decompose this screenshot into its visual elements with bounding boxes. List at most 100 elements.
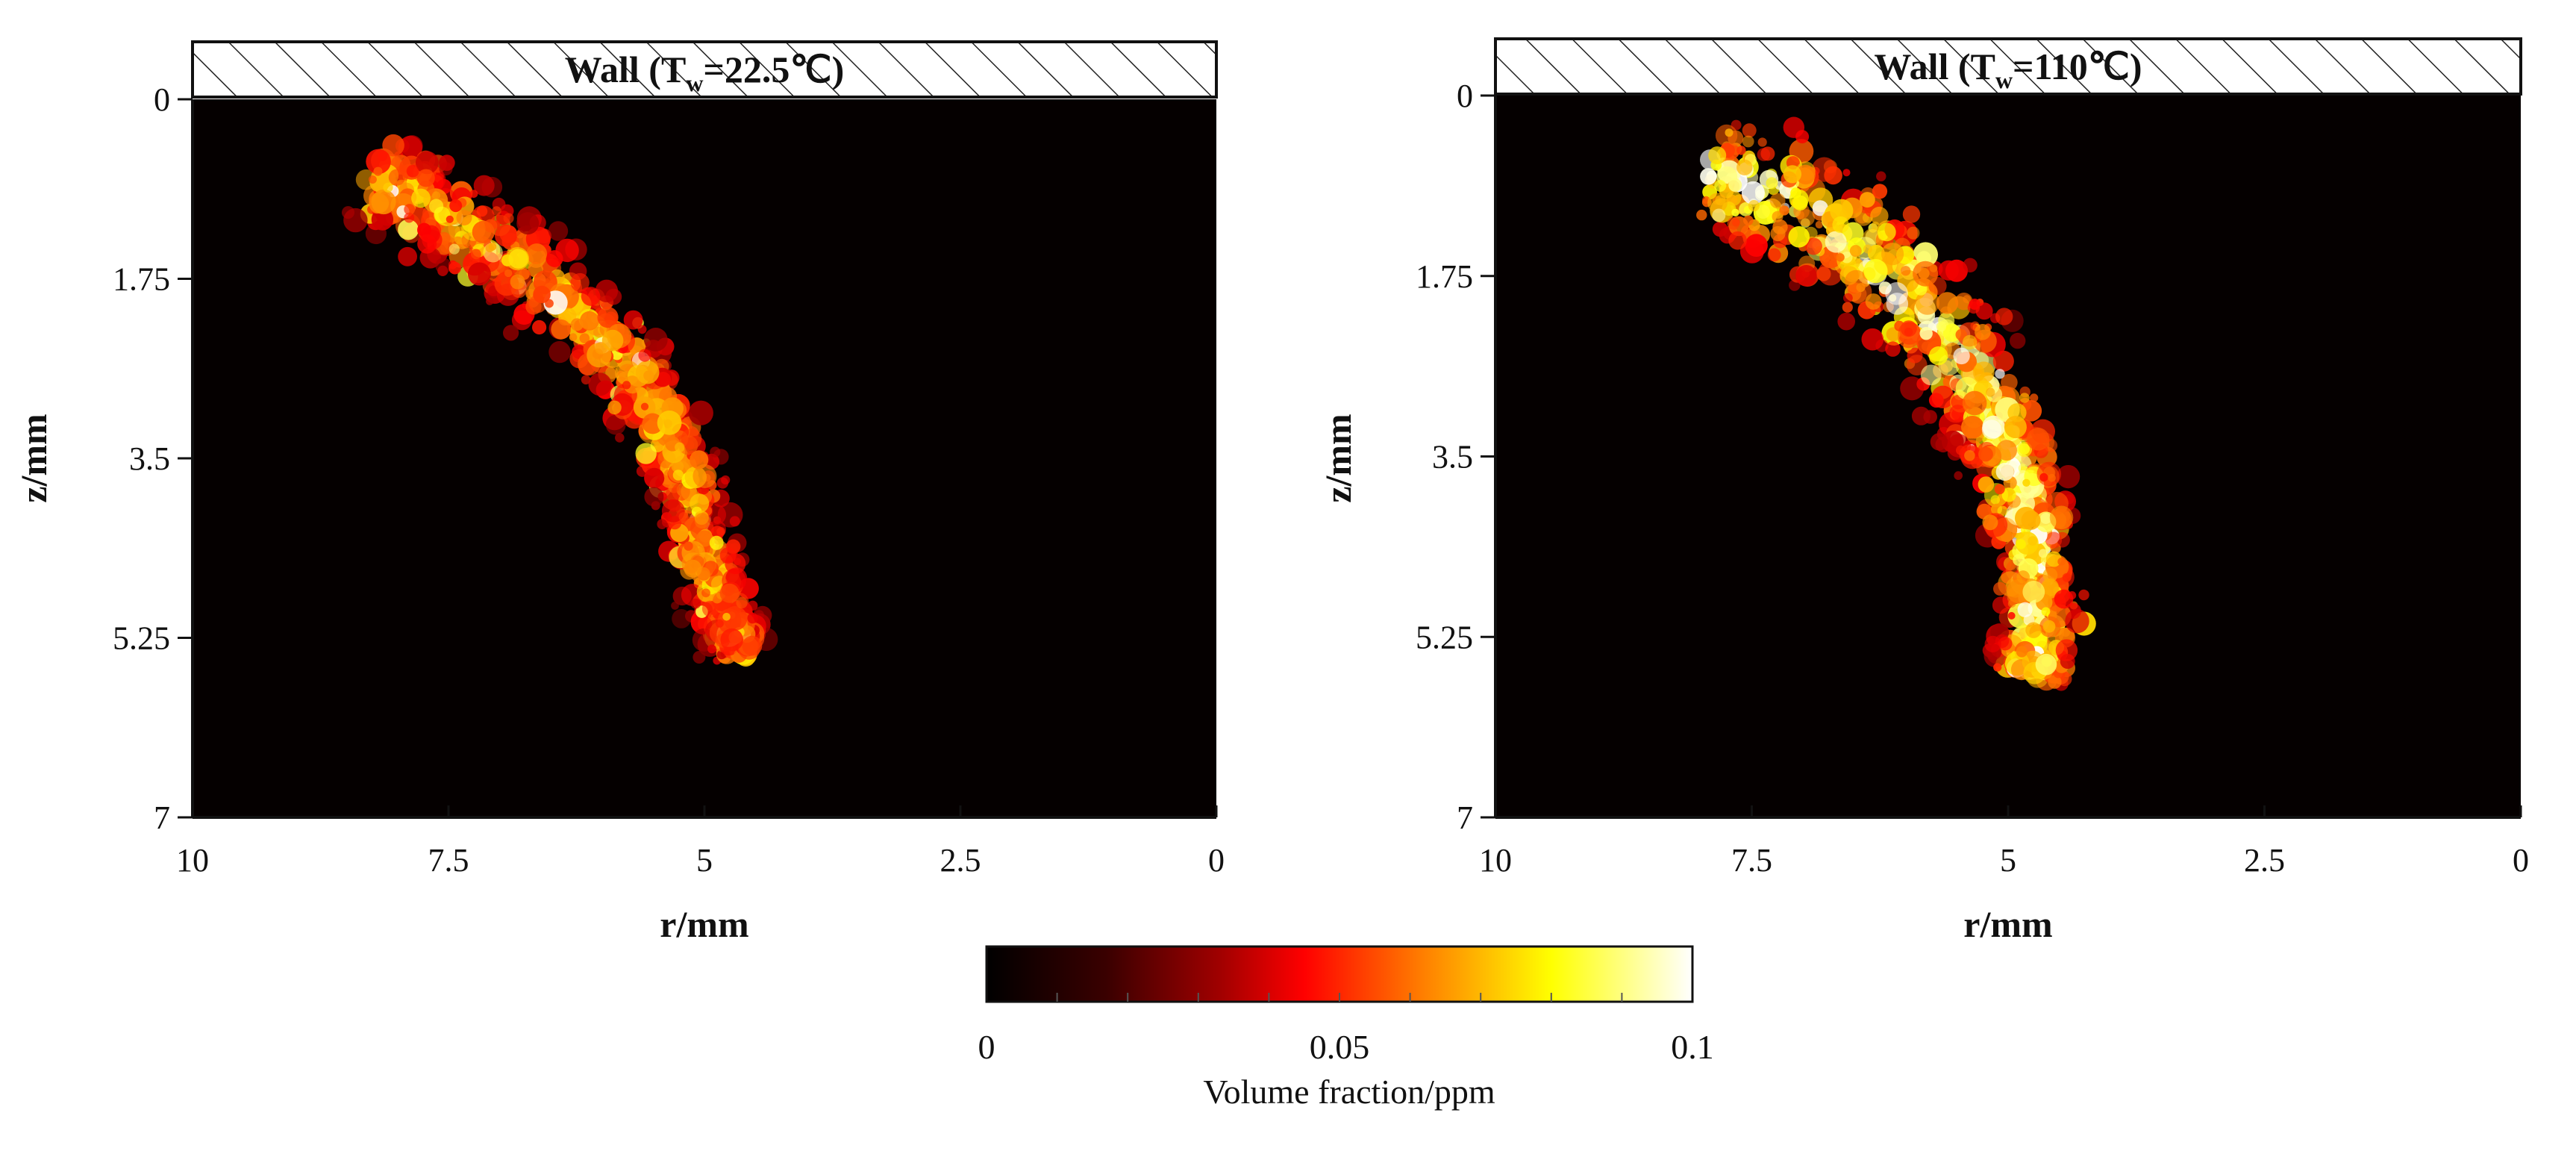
plume-blob	[607, 400, 622, 415]
y-tick-label: 7	[1457, 799, 1473, 836]
plume-blob	[637, 325, 647, 334]
plume-blob	[1696, 209, 1707, 221]
plume-blob	[1994, 484, 2005, 495]
plume-blob	[1885, 341, 1901, 357]
plume-blob	[1742, 123, 1757, 138]
x-tick-label: 7.5	[1731, 842, 1772, 879]
plume-blob	[580, 311, 599, 331]
plume-blob	[672, 470, 684, 481]
plume-blob	[1714, 180, 1727, 192]
plume-blob	[1930, 433, 1948, 451]
plume-blob	[1913, 261, 1939, 287]
plume-blob	[510, 274, 525, 290]
plume-blob	[1824, 166, 1842, 185]
plume-blob	[1907, 226, 1920, 240]
plume-blob	[2016, 539, 2026, 549]
plume-blob	[503, 325, 519, 341]
plume-blob	[2029, 393, 2039, 402]
plume-blob	[605, 366, 619, 379]
plume-blob	[1981, 420, 2002, 440]
plume-blob	[657, 411, 682, 435]
plume-blob	[472, 220, 495, 243]
plume-blob	[722, 613, 731, 621]
plume-blob	[671, 460, 684, 473]
plume-blob	[1920, 364, 1942, 386]
plume-blob	[435, 258, 451, 274]
plume-blob	[2078, 589, 2089, 601]
plume-blob	[1886, 293, 1909, 315]
panel-right: Wall (Tw=110℃) 10 7.5 5 2.5 0 0 1.75 3.5 5.25 7 r…	[1317, 37, 2529, 945]
plume-blob	[1795, 130, 1810, 144]
ticks-left: 10 7.5 5 2.5 0 0 1.75 3.5 5.25 7	[113, 81, 1225, 879]
plume-blob	[742, 635, 763, 656]
plume-blob	[1745, 234, 1768, 258]
plume-blob	[1923, 410, 1937, 424]
plume-blob	[1830, 199, 1854, 222]
plume-blob	[456, 210, 472, 226]
plume-blob	[709, 535, 724, 550]
plume-blob	[720, 628, 743, 652]
plume-blob	[417, 234, 437, 254]
plume-blob	[747, 613, 758, 624]
colorbar-title: Volume fraction/ppm	[1203, 1073, 1495, 1111]
plume-blob	[716, 527, 725, 536]
plume-blob	[635, 443, 657, 464]
colorbar-ticks	[1056, 993, 1623, 1002]
plume-blob	[2019, 393, 2030, 403]
plume-blob	[690, 598, 701, 609]
plume-blob	[404, 204, 416, 215]
plume-blob	[1969, 299, 1981, 311]
x-axis-label-left: r/mm	[660, 903, 748, 945]
wall-box-left	[191, 40, 1218, 99]
plume-blob	[1772, 210, 1783, 222]
plume-blob	[2045, 531, 2063, 549]
plume-blob	[579, 333, 590, 344]
plume-blob	[1708, 146, 1727, 165]
plume-blob	[1900, 376, 1925, 401]
plume-blob	[492, 206, 501, 216]
panel-left: Wall (Tw=22.5℃) 10 7.5 5 2.5 001.753.55.257 …	[13, 40, 1225, 945]
plume-blob	[671, 602, 679, 610]
plume-blob	[640, 402, 649, 411]
plume-blob	[1982, 514, 1998, 531]
plume-blob	[2048, 675, 2062, 689]
plume-blob	[2017, 602, 2033, 617]
plume-blob	[1978, 476, 1995, 493]
plume-blob	[373, 166, 383, 176]
plume-blob	[1727, 216, 1740, 230]
plume-blob	[657, 519, 668, 529]
plume-blob	[2040, 513, 2052, 524]
plume-blob	[678, 512, 689, 523]
plume-blob	[593, 326, 604, 338]
plume-blob	[623, 310, 643, 330]
plume-blob	[2022, 478, 2031, 487]
plume-blob	[1859, 192, 1875, 208]
plume-blob	[710, 446, 721, 458]
plume-blob	[1962, 390, 1987, 416]
plume-blob	[398, 246, 417, 266]
plume-blob	[1779, 205, 1789, 216]
y-tick-label: 3.5	[1432, 439, 1473, 475]
plume-blob	[638, 349, 651, 362]
plume-blob	[715, 619, 724, 628]
plume-blob	[694, 513, 710, 529]
plume-blob	[588, 372, 612, 396]
plume-blob	[1995, 369, 2005, 379]
plume-blob	[446, 215, 454, 223]
plume-blob	[2062, 573, 2072, 582]
plume-blob	[681, 428, 702, 449]
colorbar-max-label: 0.1	[1671, 1028, 1714, 1066]
plume-blob	[1963, 258, 1978, 272]
plume-blob	[605, 288, 622, 305]
plume-blob	[719, 583, 740, 603]
plume-blob	[404, 212, 415, 223]
plume-blob	[532, 319, 547, 335]
plume-blob	[587, 343, 612, 368]
plume-blob	[1836, 253, 1845, 262]
plume-blob	[1815, 220, 1823, 229]
plume-blob	[486, 297, 494, 305]
plume-blob	[675, 442, 685, 452]
plume-blob	[1770, 225, 1786, 242]
colorbar-min-label: 0	[978, 1028, 995, 1066]
y-tick-label: 5.25	[1416, 619, 1473, 655]
